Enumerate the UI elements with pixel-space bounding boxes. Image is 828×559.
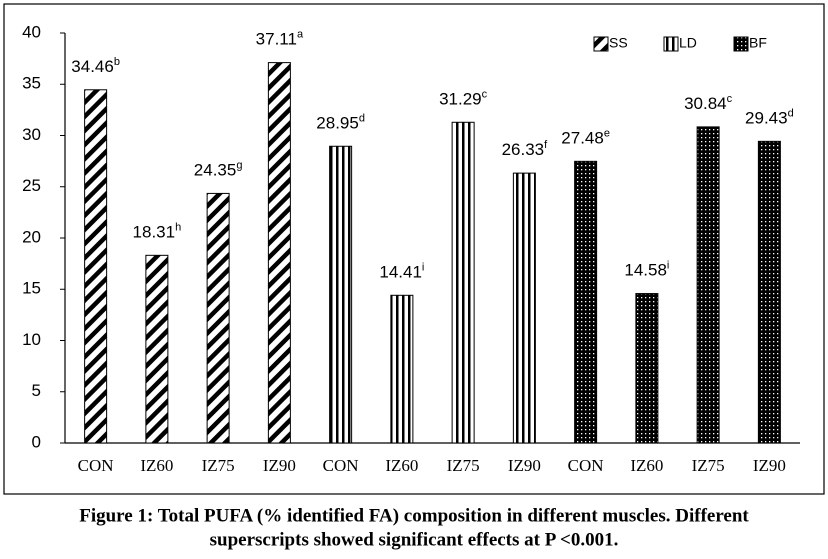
data-label-value: 28.95 [316,114,359,133]
data-label-superscript: d [788,107,794,119]
data-label: 34.46b [71,56,120,77]
data-label-value: 18.31 [133,223,176,242]
bar [329,145,353,444]
data-label-value: 30.84 [684,94,727,113]
data-label-superscript: g [236,159,242,171]
data-label-value: 14.58 [624,261,667,280]
x-tick-label: IZ90 [263,456,296,475]
data-label: 29.43d [745,107,794,128]
y-tick-label: 5 [32,381,41,400]
bar [267,62,291,444]
data-label: 14.58i [624,259,669,280]
bar [145,254,169,444]
data-label-superscript: c [727,93,733,105]
x-tick-label: IZ60 [385,456,418,475]
data-label-superscript: f [544,139,548,151]
x-tick-label: CON [323,456,359,475]
data-label: 26.33f [502,139,549,160]
data-label: 24.35g [194,159,243,180]
x-tick-label: IZ75 [447,456,480,475]
bar [206,192,230,444]
legend-swatch [733,36,749,52]
x-tick-label: IZ75 [202,456,235,475]
caption: Figure 1: Total PUFA (% identified FA) c… [79,505,749,526]
bar [390,294,414,444]
data-label-superscript: c [482,88,488,100]
data-label-value: 31.29 [439,90,482,109]
data-label-superscript: b [114,56,120,68]
bar [574,160,598,444]
legend-swatch [593,36,609,52]
caption: superscripts showed significant effects … [210,529,619,550]
y-tick-label: 15 [22,279,41,298]
y-tick-label: 10 [22,330,41,349]
data-label-value: 37.11 [256,30,297,49]
data-label-value: 14.41 [379,263,422,282]
y-tick-label: 40 [22,22,41,41]
data-label-value: 27.48 [561,129,604,148]
data-label-superscript: a [297,29,304,41]
bar [512,172,536,444]
y-tick-label: 25 [22,176,41,195]
data-label: 30.84c [684,93,733,114]
data-label-value: 24.35 [194,161,237,180]
data-label: 31.29c [439,88,488,109]
frame [3,3,825,495]
data-label: 28.95d [316,112,365,133]
bar [84,89,108,444]
data-label-superscript: i [667,259,669,271]
data-label: 14.41i [379,261,424,282]
legend-label: LD [679,35,697,51]
x-tick-label: CON [78,456,114,475]
legend-swatch [663,36,679,52]
bar [757,140,781,444]
data-label-superscript: i [422,261,424,273]
y-tick-label: 20 [22,227,41,246]
x-tick-label: IZ90 [753,456,786,475]
data-label: 27.48e [561,127,610,148]
legend-label: BF [749,35,767,51]
data-label: 37.11a [256,29,304,50]
y-tick-label: 0 [32,432,41,451]
x-tick-label: CON [568,456,604,475]
data-label-superscript: h [175,221,181,233]
bar [696,126,720,444]
y-tick-label: 30 [22,125,41,144]
data-label-superscript: e [604,127,610,139]
data-label-value: 34.46 [71,57,114,76]
data-label-value: 26.33 [502,141,545,160]
data-label: 18.31h [133,221,182,242]
x-tick-label: IZ90 [508,456,541,475]
data-label-value: 29.43 [745,109,788,128]
x-tick-label: IZ75 [692,456,725,475]
data-label-superscript: d [359,112,365,124]
x-tick-label: IZ60 [630,456,663,475]
legend-label: SS [609,35,628,51]
bar [451,121,475,444]
x-tick-label: IZ60 [140,456,173,475]
bar [635,293,659,444]
y-tick-label: 35 [22,74,41,93]
